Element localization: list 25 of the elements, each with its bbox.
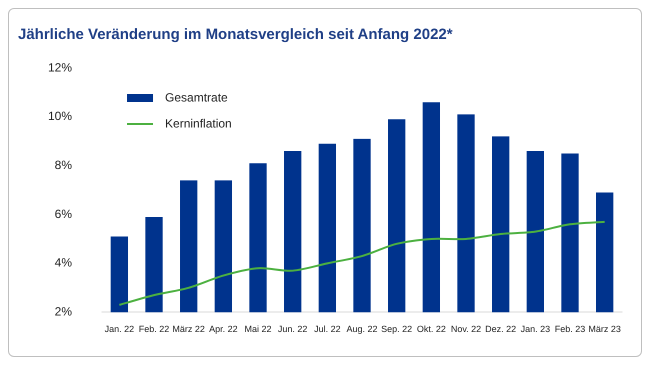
x-tick-label: Sep. 22 [381,324,412,334]
y-tick-label: 4% [54,256,72,270]
x-tick-label: Okt. 22 [416,324,446,334]
legend-label: Gesamtrate [165,90,228,104]
x-tick-label: Dez. 22 [485,324,516,334]
x-tick-label: Jan. 22 [104,324,134,334]
y-tick-label: 6% [54,206,72,221]
y-tick-label: 8% [54,158,72,172]
y-tick-label: 10% [48,109,72,124]
x-tick-label: Apr. 22 [209,324,238,334]
x-tick-label: Mai 22 [244,324,272,334]
x-tick-label: Jul. 22 [314,324,341,334]
legend-label: Kerninflation [165,116,232,130]
x-tick-label: März 23 [588,324,621,334]
x-tick-label: Jan. 23 [520,324,550,334]
x-tick-label: Nov. 22 [450,324,482,334]
x-tick-label: März 22 [172,324,205,334]
y-tick-label: 2% [54,304,72,319]
y-tick-label: 12% [48,60,72,74]
x-tick-label: Feb. 22 [138,324,170,334]
x-tick-label: Jun. 22 [278,324,308,334]
x-tick-label: Aug. 22 [346,324,378,334]
line-series [118,220,606,306]
chart-title: Jährliche Veränderung im Monatsvergleich seit Anfang 2022* [18,26,453,44]
x-tick-label: Feb. 23 [554,324,586,334]
